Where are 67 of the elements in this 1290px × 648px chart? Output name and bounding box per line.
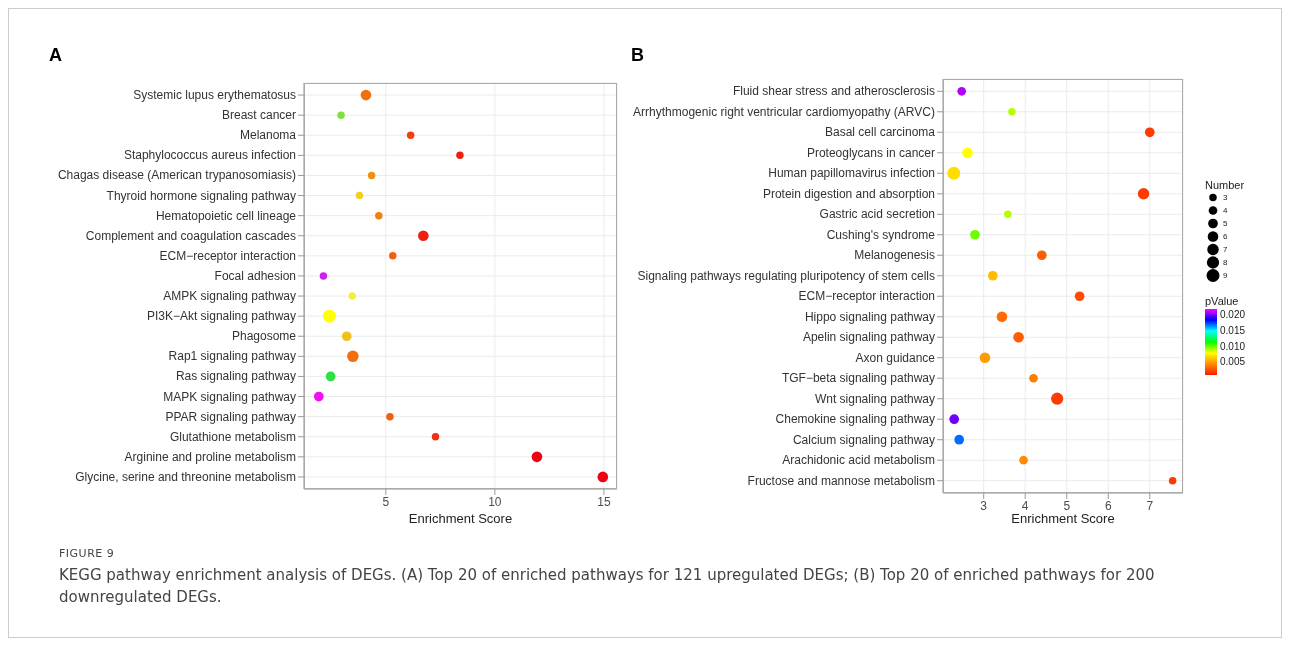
y-tick-label: Phagosome bbox=[231, 329, 297, 344]
y-tick-label: AMPK signaling pathway bbox=[163, 289, 296, 304]
y-tick-label: TGF−beta signaling pathway bbox=[781, 371, 935, 386]
y-tick-label: Focal adhesion bbox=[214, 268, 296, 283]
y-tick-label: Human papillomavirus infection bbox=[768, 166, 935, 181]
legend-label: 7 bbox=[1223, 245, 1228, 254]
x-tick-label: 6 bbox=[1104, 498, 1112, 513]
legend-label: 5 bbox=[1223, 219, 1228, 228]
legend-label: 4 bbox=[1223, 206, 1228, 215]
y-tick-label: Arrhythmogenic right ventricular cardiomyopathy (ARVC) bbox=[633, 104, 935, 119]
x-tick-label: 4 bbox=[1021, 498, 1029, 513]
y-tick-label: Axon guidance bbox=[855, 350, 936, 365]
y-tick-label: Ras signaling pathway bbox=[175, 369, 296, 384]
y-tick-label: PPAR signaling pathway bbox=[165, 409, 296, 424]
y-tick-label: Staphylococcus aureus infection bbox=[123, 148, 296, 163]
x-tick-label: 15 bbox=[597, 494, 611, 509]
y-tick-label: Proteoglycans in cancer bbox=[806, 145, 935, 160]
y-tick-label: MAPK signaling pathway bbox=[163, 389, 296, 404]
y-tick-label: Cushing's syndrome bbox=[826, 227, 936, 242]
y-tick-label: Arginine and proline metabolism bbox=[124, 449, 296, 464]
legend-label: 8 bbox=[1223, 258, 1228, 267]
color-bar-label: 0.005 bbox=[1220, 356, 1246, 369]
x-tick-label: 3 bbox=[980, 498, 988, 513]
y-tick-label: Calcium signaling pathway bbox=[792, 432, 935, 447]
text: B bbox=[631, 45, 644, 66]
y-tick-label: Hematopoietic cell lineage bbox=[155, 208, 297, 223]
caption: FIGURE 9 bbox=[59, 547, 116, 560]
y-tick-label: Hippo signaling pathway bbox=[804, 309, 935, 324]
legend-label: 3 bbox=[1223, 193, 1228, 202]
y-tick-label: Glutathione metabolism bbox=[169, 429, 296, 444]
y-tick-label: Apelin signaling pathway bbox=[802, 330, 935, 345]
y-tick-label: Protein digestion and absorption bbox=[762, 186, 935, 201]
y-tick-label: ECM−receptor interaction bbox=[159, 248, 296, 263]
y-tick-label: Basal cell carcinoma bbox=[824, 125, 936, 140]
y-tick-label: Rap1 signaling pathway bbox=[168, 349, 296, 364]
color-bar-label: 0.020 bbox=[1220, 309, 1246, 322]
x-tick-label: 5 bbox=[1063, 498, 1071, 513]
y-tick-label: Arachidonic acid metabolism bbox=[782, 453, 935, 468]
y-tick-label: Melanoma bbox=[239, 128, 297, 143]
y-tick-label: Thyroid hormone signaling pathway bbox=[106, 188, 296, 203]
y-tick-label: Complement and coagulation cascades bbox=[85, 228, 296, 243]
color-bar-title: pValue bbox=[1205, 295, 1240, 307]
y-tick-label: Fluid shear stress and atherosclerosis bbox=[732, 84, 935, 99]
legend-title: Number bbox=[1205, 179, 1245, 191]
y-tick-label: Wnt signaling pathway bbox=[814, 391, 935, 406]
text: KEGG pathway enrichment analysis of DEGs. (A) Top 20 of enriched pathways for 121 upregulated DEGs; (B) Top 20 of enriched pathways for 200 downregulated DEGs. bbox=[59, 565, 1156, 608]
legend-label: 6 bbox=[1223, 232, 1228, 241]
y-tick-label: Chagas disease (American trypanosomiasis) bbox=[57, 168, 296, 183]
x-axis-title: Enrichment Score bbox=[1011, 511, 1115, 526]
legend-label: 9 bbox=[1223, 271, 1228, 280]
y-tick-label: Melanogenesis bbox=[854, 248, 935, 263]
y-tick-label: Chemokine signaling pathway bbox=[775, 412, 935, 427]
y-tick-label: Glycine, serine and threonine metabolism bbox=[75, 469, 296, 484]
y-tick-label: Breast cancer bbox=[221, 108, 296, 123]
y-tick-label: ECM−receptor interaction bbox=[798, 289, 935, 304]
x-tick-label: 7 bbox=[1146, 498, 1154, 513]
color-bar-label: 0.015 bbox=[1220, 325, 1246, 337]
y-tick-label: Signaling pathways regulating pluripotency of stem cells bbox=[637, 268, 935, 283]
y-tick-label: Gastric acid secretion bbox=[819, 207, 935, 222]
x-tick-label: 10 bbox=[488, 494, 502, 509]
x-tick-label: 5 bbox=[382, 494, 390, 509]
text: A bbox=[49, 45, 62, 66]
y-tick-label: Systemic lupus erythematosus bbox=[133, 88, 296, 103]
y-tick-label: Fructose and mannose metabolism bbox=[747, 473, 935, 488]
color-bar-label: 0.010 bbox=[1220, 340, 1246, 353]
y-tick-label: PI3K−Akt signaling pathway bbox=[146, 309, 296, 324]
x-axis-title: Enrichment Score bbox=[408, 511, 513, 526]
